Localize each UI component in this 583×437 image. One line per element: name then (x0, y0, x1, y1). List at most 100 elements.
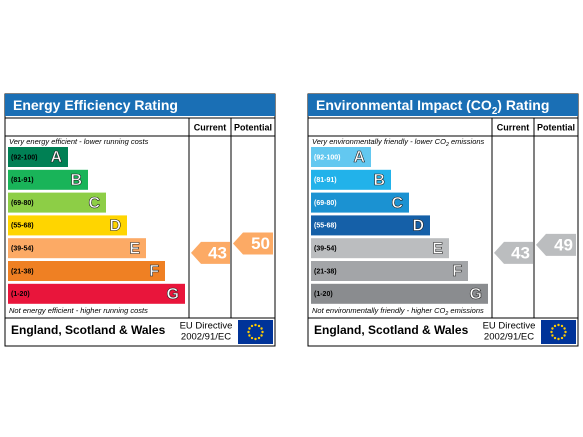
band-bar (311, 261, 468, 281)
bottom-note-part: emissions (448, 306, 484, 315)
band-range: (39-54) (11, 246, 34, 253)
column-header: Current (497, 122, 530, 132)
band-bar (8, 261, 165, 281)
eu-star (563, 334, 566, 337)
band-range: (21-38) (11, 268, 34, 275)
band-bar (8, 215, 127, 236)
eu-flag (541, 320, 576, 344)
top-note: Very environmentally friendly - lower CO… (312, 137, 485, 148)
eu-star (551, 327, 554, 330)
eu-star (560, 324, 564, 328)
band-range: (55-68) (314, 223, 337, 230)
rating-arrow (191, 241, 230, 264)
band-bar (311, 283, 488, 304)
rating-arrow (494, 241, 533, 264)
top-note-part: emissions (449, 137, 485, 146)
top-note: Very energy efficient - lower running co… (9, 137, 149, 146)
panel-title-part: ) Rating (497, 97, 549, 113)
panel-header (308, 94, 578, 116)
band-letter: D (412, 218, 424, 235)
band-bar (8, 147, 68, 167)
eu-star (254, 323, 257, 327)
band-bar (8, 238, 146, 259)
eu-star (257, 324, 261, 328)
band-range: (81-91) (11, 177, 34, 184)
top-note-part: Very environmentally friendly - lower CO (312, 137, 446, 146)
eu-star (247, 330, 250, 334)
band-letter: E (432, 240, 443, 257)
rating-arrow (536, 233, 576, 256)
band-letter: G (167, 286, 179, 303)
directive: EU Directive (180, 321, 233, 332)
band-range: (69-80) (11, 200, 34, 207)
eu-star (248, 327, 251, 330)
band-range: (92-100) (314, 154, 340, 161)
eu-star (553, 324, 557, 328)
band-letter: B (373, 172, 385, 189)
eu-star (550, 330, 553, 334)
band-bar (311, 192, 409, 213)
band-bar (8, 192, 106, 213)
band-range: (92-100) (11, 154, 37, 161)
column-header: Potential (537, 122, 575, 132)
band-bar (311, 147, 371, 167)
directive: 2002/91/EC (181, 332, 231, 343)
band-range: (81-91) (314, 177, 337, 184)
eu-star (257, 336, 261, 340)
band-letter: G (470, 286, 482, 303)
band-range: (21-38) (314, 268, 337, 275)
rating-value: 43 (511, 243, 530, 262)
panel-title: Energy Efficiency Rating (13, 97, 178, 113)
band-letter: B (70, 172, 82, 189)
band-letter: F (452, 263, 462, 280)
panel-header (5, 94, 275, 116)
band-range: (69-80) (314, 200, 337, 207)
band-range: (1-20) (314, 291, 333, 298)
band-letter: C (391, 195, 403, 212)
rating-arrow (233, 232, 273, 255)
bottom-note-part: Not energy efficient - higher running co… (9, 306, 148, 315)
band-letter: C (88, 195, 100, 212)
eu-star (254, 337, 257, 341)
rating-value: 43 (208, 243, 227, 262)
eu-star (557, 323, 560, 327)
band-bar (311, 169, 391, 190)
eu-star (248, 334, 251, 337)
eu-star (553, 336, 557, 340)
panel-title-part: Energy Efficiency Rating (13, 97, 178, 113)
rating-value: 49 (554, 235, 573, 254)
directive: 2002/91/EC (484, 332, 534, 343)
bottom-note-part: 2 (444, 311, 448, 317)
eu-star (261, 330, 264, 334)
eu-star (551, 334, 554, 337)
column-header: Potential (234, 122, 272, 132)
column-header: Current (194, 122, 227, 132)
bottom-note: Not environmentally friendly - higher CO… (312, 306, 484, 317)
eu-star (260, 327, 263, 330)
panel-title: Environmental Impact (CO2) Rating (316, 97, 549, 117)
band-bar (8, 283, 185, 304)
top-note-part: Very energy efficient - lower running co… (9, 137, 149, 146)
band-range: (55-68) (11, 223, 34, 230)
footer-region: England, Scotland & Wales (11, 323, 166, 337)
top-note-part: 2 (445, 142, 449, 148)
bottom-note: Not energy efficient - higher running co… (9, 306, 148, 315)
panel-title-part: 2 (492, 106, 498, 117)
band-range: (39-54) (314, 246, 337, 253)
band-bar (311, 215, 430, 236)
band-letter: F (149, 263, 159, 280)
band-letter: A (353, 149, 365, 166)
eu-star (250, 324, 254, 328)
eu-star (260, 334, 263, 337)
band-bar (311, 238, 449, 259)
band-bar (8, 169, 88, 190)
panel-title-part: Environmental Impact (CO (316, 97, 492, 113)
eu-flag (238, 320, 273, 344)
eu-star (557, 337, 560, 341)
band-range: (1-20) (11, 291, 30, 298)
eu-star (250, 336, 254, 340)
footer-region: England, Scotland & Wales (314, 323, 469, 337)
band-letter: D (109, 218, 121, 235)
eu-star (563, 327, 566, 330)
